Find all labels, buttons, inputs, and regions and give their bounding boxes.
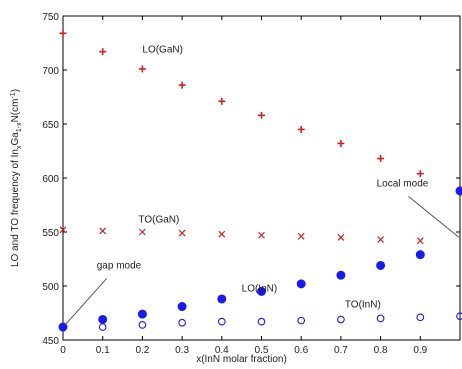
x-axis-label: x(InN molar fraction) (196, 354, 287, 365)
point-lo-gan (138, 65, 146, 73)
point-to-inn (98, 323, 107, 331)
point-to-gan (297, 232, 305, 240)
y-tick-label: 550 (42, 228, 59, 239)
point-lo-gan (178, 81, 186, 89)
x-tick-label: 0 (60, 345, 66, 356)
point-lo-gan (99, 48, 107, 56)
x-tick-label: 0.1 (96, 345, 110, 356)
x-tick-label: 0.6 (294, 345, 308, 356)
annotation-local-mode: Local mode (377, 179, 429, 190)
y-tick-label: 750 (42, 12, 59, 23)
point-to-inn (297, 316, 306, 325)
x-tick-label: 0.3 (175, 345, 189, 356)
point-lo-inn (257, 286, 266, 296)
point-lo-inn (98, 314, 108, 324)
y-tick-label: 500 (42, 282, 59, 293)
x-tick-label: 0.9 (413, 345, 427, 356)
point-lo-gan (416, 170, 424, 178)
x-b (138, 228, 146, 236)
point-lo-gan (258, 111, 265, 119)
point-lo-inn (217, 294, 227, 304)
point-to-gan (377, 236, 385, 243)
x-tick-label: 0.2 (135, 345, 149, 356)
annotations-layer: LO(GaN) TO(GaN) LO(InN) TO(InN) gap mode Loca… (64, 45, 460, 326)
point-lo-gan (59, 29, 67, 37)
point-lo-gan (377, 155, 385, 163)
arrow-gap-mode (64, 278, 108, 326)
label-lo-inn: LO(InN) (242, 283, 278, 294)
y-tick-label: 600 (42, 174, 59, 185)
label-to-inn: TO(InN) (345, 300, 381, 311)
point-to-inn (257, 317, 266, 326)
x-b (218, 230, 226, 238)
point-to-gan (178, 229, 186, 237)
label-lo-gan: LO(GaN) (142, 45, 183, 56)
x-b (99, 227, 107, 235)
point-to-inn (178, 318, 186, 327)
x-tick-label: 0.5 (255, 345, 269, 356)
x-b (416, 237, 424, 245)
point-to-inn (376, 314, 385, 323)
x-b (59, 226, 67, 234)
y-label-main: LO and TO frequency of In (10, 149, 21, 267)
x-tick-label: 0.7 (334, 345, 348, 356)
label-to-gan: TO(GaN) (138, 214, 179, 225)
point-to-gan (337, 233, 345, 241)
annotation-gap-mode: gap mode (97, 261, 142, 272)
point-lo-inn (296, 279, 306, 289)
y-axis-label: LO and TO frequency of InxGa1-xN(cm-1) (10, 89, 23, 267)
marks-layer (58, 29, 462, 332)
point-lo-gan (218, 97, 226, 105)
point-to-gan (138, 228, 146, 236)
y-label-sub-x: x (16, 145, 23, 149)
point-to-gan (99, 227, 107, 235)
point-lo-inn (137, 309, 147, 319)
point-to-gan (258, 231, 265, 239)
x-tick-label: 0.4 (215, 345, 229, 356)
x-b (297, 232, 305, 240)
point-to-inn (416, 313, 425, 322)
axes-layer: 0 0.1 0.2 0.3 0.4 0.5 0.6 0.7 0.8 0.9 450 500 550 600… (10, 12, 461, 365)
x-tick-label: 0.8 (374, 345, 388, 356)
y-label-ga: Ga (10, 132, 21, 146)
point-to-gan (218, 230, 226, 238)
x-b (377, 236, 385, 243)
x-b (337, 233, 345, 241)
y-label-close: ) (10, 89, 21, 92)
y-tick-label: 450 (42, 336, 59, 347)
y-label-n: N(cm (10, 99, 21, 123)
point-to-inn (337, 315, 345, 324)
point-to-inn (217, 317, 226, 326)
x-b (178, 229, 186, 237)
point-lo-inn (376, 260, 386, 270)
y-label-sup: -1 (10, 92, 17, 98)
point-lo-gan (297, 125, 305, 133)
point-to-gan (59, 226, 67, 234)
point-to-inn (138, 321, 147, 329)
point-lo-inn (415, 250, 425, 260)
y-tick-label: 700 (42, 66, 59, 77)
y-tick-label: 650 (42, 120, 59, 131)
point-lo-gan (337, 139, 345, 147)
point-lo-inn (336, 270, 346, 280)
x-b (258, 231, 265, 239)
point-to-inn (456, 312, 462, 321)
arrow-local-mode (408, 195, 460, 238)
point-lo-inn (455, 186, 462, 196)
point-lo-inn (177, 302, 187, 312)
point-to-gan (416, 237, 424, 245)
y-label-sub-1-x: 1-x (16, 122, 23, 132)
